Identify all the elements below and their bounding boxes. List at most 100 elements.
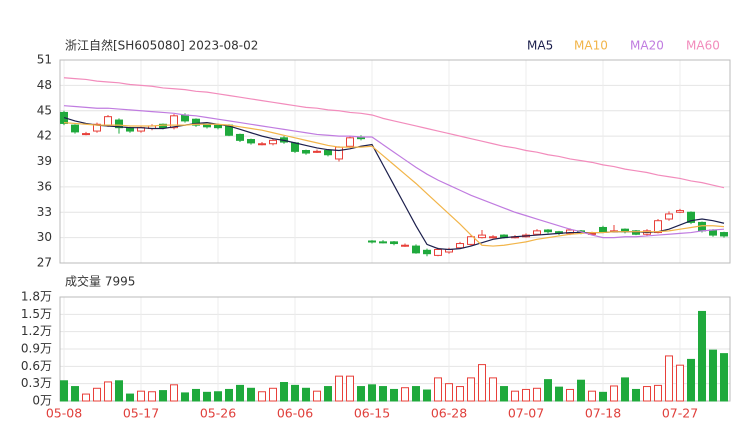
volume-bar <box>104 381 112 402</box>
y-tick-label: 0.6万 <box>21 359 52 373</box>
y-tick-label: 1.8万 <box>21 290 52 304</box>
y-tick-label: 30 <box>37 230 52 244</box>
volume-title: 成交量 7995 <box>65 274 135 289</box>
volume-bar <box>313 390 321 402</box>
candle-body <box>390 241 398 245</box>
volume-bar <box>71 386 79 402</box>
volume-bar <box>148 391 156 402</box>
candle-body <box>566 229 574 234</box>
candle-body <box>170 115 178 129</box>
volume-bar <box>621 377 629 402</box>
x-tick-label: 07-18 <box>585 406 621 421</box>
volume-bar <box>467 377 475 402</box>
volume-bar <box>247 387 255 402</box>
ma-line <box>63 121 725 247</box>
candle-body <box>291 142 299 152</box>
ma-line <box>63 105 725 239</box>
volume-bar <box>544 379 552 402</box>
candle-body <box>489 236 497 239</box>
candle-body <box>654 220 662 234</box>
volume-bar <box>698 310 706 402</box>
volume-bar <box>258 391 266 402</box>
candle-body <box>412 245 420 254</box>
volume-bar <box>93 387 101 402</box>
volume-bar <box>533 387 541 402</box>
volume-bar <box>720 353 728 402</box>
x-tick-label: 05-17 <box>123 406 159 421</box>
volume-bar <box>379 386 387 402</box>
candle-body <box>456 243 464 249</box>
candle-body <box>467 236 475 245</box>
volume-bar <box>522 388 530 402</box>
candle-body <box>544 229 552 233</box>
volume-bar <box>390 388 398 402</box>
candle-body <box>687 211 695 223</box>
volume-bar <box>60 380 68 402</box>
volume-bar <box>126 393 134 402</box>
legend-entry: MA10 <box>574 39 608 53</box>
volume-bar <box>434 377 442 402</box>
volume-bar <box>423 389 431 402</box>
y-tick-label: 1.2万 <box>21 324 52 338</box>
volume-bar <box>401 387 409 402</box>
candle-body <box>214 124 222 129</box>
x-tick-label: 07-27 <box>662 406 698 421</box>
x-tick-label: 07-07 <box>508 406 544 421</box>
x-tick-label: 06-15 <box>354 406 390 421</box>
volume-bar <box>346 375 354 402</box>
candle-body <box>236 133 244 141</box>
y-tick-label: 0.3万 <box>21 376 52 390</box>
volume-bar <box>610 385 618 402</box>
x-tick-label: 06-28 <box>431 406 467 421</box>
volume-bar <box>588 390 596 402</box>
candle-body <box>71 124 79 133</box>
volume-bar <box>643 386 651 402</box>
y-tick-label: 42 <box>37 129 52 143</box>
volume-bar <box>137 390 145 402</box>
volume-bar <box>687 358 695 402</box>
candle-body <box>247 139 255 144</box>
volume-bar <box>445 383 453 402</box>
y-tick-label: 45 <box>37 103 52 117</box>
volume-bar <box>225 388 233 402</box>
volume-bar <box>302 387 310 402</box>
candle-body <box>192 118 200 126</box>
volume-bar <box>357 386 365 402</box>
volume-bar <box>280 382 288 402</box>
candle-body <box>335 146 343 160</box>
candle-body <box>423 249 431 255</box>
volume-bar <box>632 388 640 402</box>
candle-body <box>181 114 189 122</box>
volume-bar <box>236 384 244 402</box>
volume-bar <box>709 349 717 402</box>
candle-body <box>434 248 442 256</box>
volume-bar <box>203 391 211 402</box>
legend-entry: MA5 <box>527 39 553 53</box>
candle-body <box>324 150 332 156</box>
candle-body <box>269 139 277 145</box>
x-tick-label: 06-06 <box>277 406 313 421</box>
y-tick-label: 0.9万 <box>21 342 52 356</box>
candle-body <box>302 150 310 154</box>
volume-bar <box>489 377 497 402</box>
volume-bar <box>368 384 376 402</box>
volume-bar <box>324 386 332 402</box>
candle-body <box>401 244 409 247</box>
y-tick-label: 33 <box>37 205 52 219</box>
volume-bar <box>412 386 420 402</box>
volume-bar <box>654 384 662 402</box>
volume-bar <box>115 380 123 402</box>
y-tick-label: 36 <box>37 179 52 193</box>
volume-bar <box>511 390 519 402</box>
chart-title: 浙江自然[SH605080] 2023-08-02 <box>65 38 258 53</box>
volume-bar <box>170 384 178 402</box>
candle-body <box>720 232 728 237</box>
volume-bar <box>82 393 90 402</box>
x-tick-label: 05-08 <box>46 406 82 421</box>
volume-bar <box>676 364 684 402</box>
volume-bar <box>159 390 167 402</box>
candle-body <box>478 234 486 239</box>
candle-body <box>368 240 376 243</box>
y-tick-label: 48 <box>37 78 52 92</box>
